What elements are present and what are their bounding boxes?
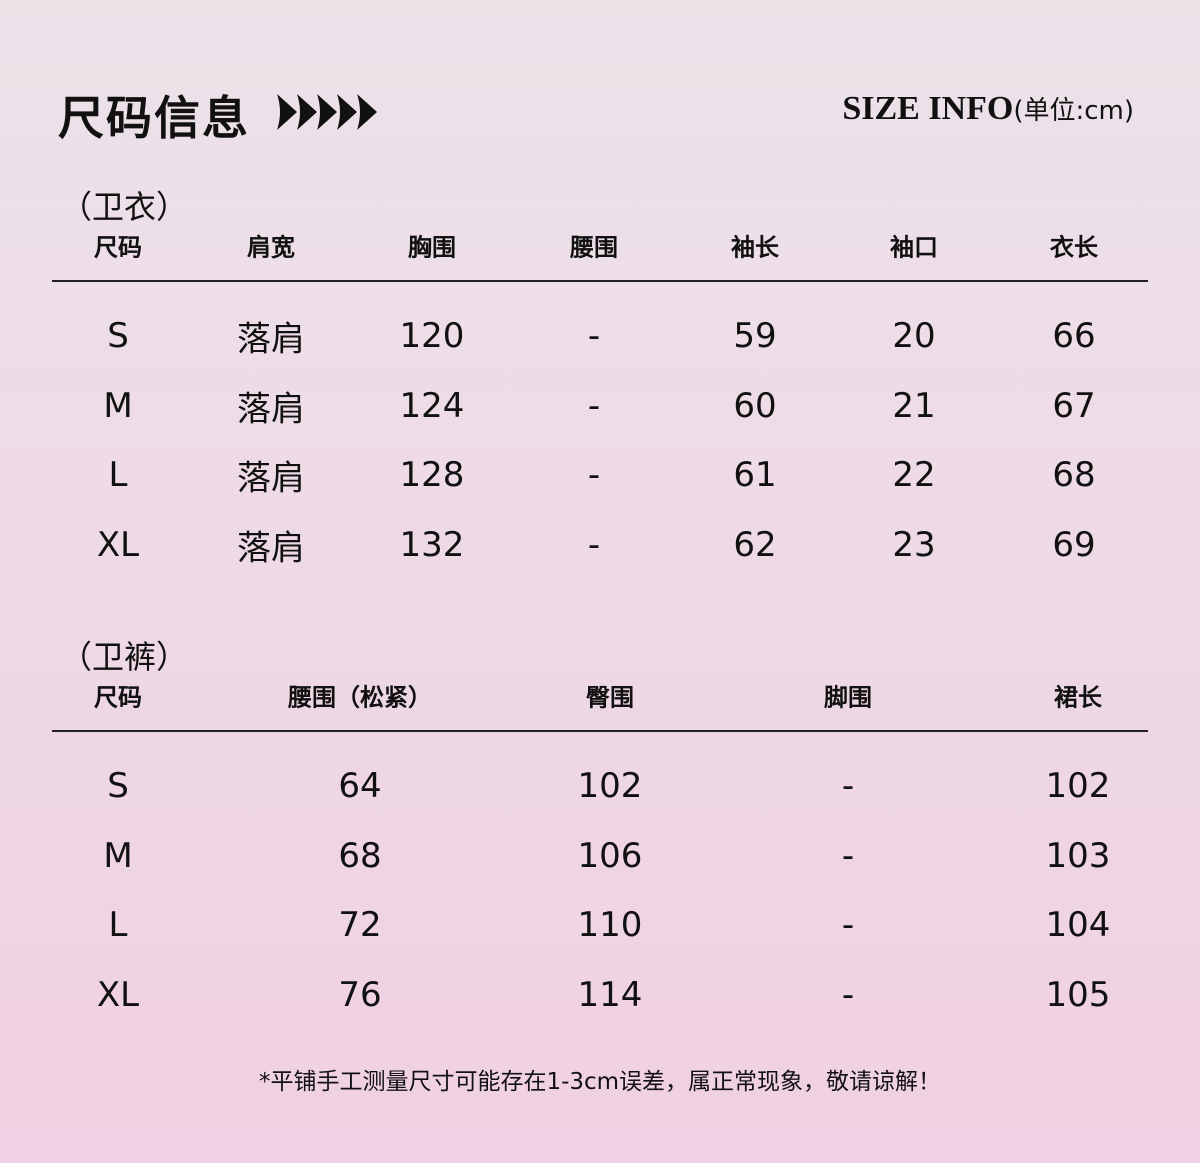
table-cell: 袖口 (890, 233, 938, 262)
table-cell: 104 (1045, 905, 1111, 945)
table-cell: 落肩 (237, 319, 305, 360)
table-cell: - (841, 975, 855, 1015)
table-cell: 120 (399, 316, 465, 356)
section-label-pants: （卫裤） (60, 638, 189, 676)
table-cell: 66 (1052, 316, 1096, 356)
table-cell: 21 (892, 386, 936, 426)
table-cell: 胸围 (408, 233, 456, 262)
table-cell: 132 (399, 525, 465, 565)
table-cell: - (841, 905, 855, 945)
table-cell: 68 (1052, 455, 1096, 495)
table-cell: 68 (338, 836, 382, 876)
table-cell: 62 (733, 525, 777, 565)
section-label-hoodie: （卫衣） (60, 188, 189, 226)
table-cell: 72 (338, 905, 382, 945)
table-cell: 106 (577, 836, 643, 876)
table-cell: 61 (733, 455, 777, 495)
table-cell: 落肩 (237, 528, 305, 569)
table-cell: 102 (577, 766, 643, 806)
table-cell: - (587, 316, 601, 356)
table-cell: 23 (892, 525, 936, 565)
table-cell: 102 (1045, 766, 1111, 806)
table-cell: 袖长 (731, 233, 779, 262)
table-cell: 128 (399, 455, 465, 495)
table-cell: S (107, 766, 129, 806)
table-cell: 64 (338, 766, 382, 806)
table-cell: 臀围 (586, 683, 634, 712)
table-cell: 腰围 (570, 233, 618, 262)
divider (52, 730, 1148, 732)
table-cell: 20 (892, 316, 936, 356)
table-cell: XL (96, 975, 140, 1015)
table-cell: 肩宽 (247, 233, 295, 262)
table-cell: S (107, 316, 129, 356)
table-cell: 衣长 (1050, 233, 1098, 262)
arrows-icon (277, 94, 377, 130)
table-cell: 103 (1045, 836, 1111, 876)
table-cell: 124 (399, 386, 465, 426)
divider (52, 280, 1148, 282)
table-cell: L (108, 905, 128, 945)
table-cell: 67 (1052, 386, 1096, 426)
unit-label: (单位:cm) (1013, 96, 1134, 126)
table-cell: - (841, 836, 855, 876)
table-cell: 裙长 (1054, 683, 1102, 712)
table-cell: XL (96, 525, 140, 565)
size-info-heading: SIZE INFO(单位:cm) (842, 90, 1134, 128)
table-cell: 110 (577, 905, 643, 945)
table-cell: 69 (1052, 525, 1096, 565)
table-cell: 落肩 (237, 458, 305, 499)
table-cell: 尺码 (94, 683, 142, 712)
table-cell: 59 (733, 316, 777, 356)
page-title: 尺码信息 (58, 91, 250, 145)
table-cell: - (841, 766, 855, 806)
table-cell: 落肩 (237, 389, 305, 430)
table-cell: - (587, 386, 601, 426)
table-cell: M (103, 836, 133, 876)
table-cell: M (103, 386, 133, 426)
table-cell: L (108, 455, 128, 495)
table-cell: - (587, 525, 601, 565)
table-cell: 114 (577, 975, 643, 1015)
table-cell: 76 (338, 975, 382, 1015)
size-info-text: SIZE INFO (842, 90, 1014, 127)
measurement-note: *平铺手工测量尺寸可能存在1-3cm误差，属正常现象，敬请谅解！ (258, 1069, 942, 1095)
table-cell: 22 (892, 455, 936, 495)
table-cell: 腰围（松紧） (288, 683, 432, 712)
table-cell: 105 (1045, 975, 1111, 1015)
table-cell: 60 (733, 386, 777, 426)
table-cell: 尺码 (94, 233, 142, 262)
table-cell: - (587, 455, 601, 495)
table-cell: 脚围 (824, 683, 872, 712)
